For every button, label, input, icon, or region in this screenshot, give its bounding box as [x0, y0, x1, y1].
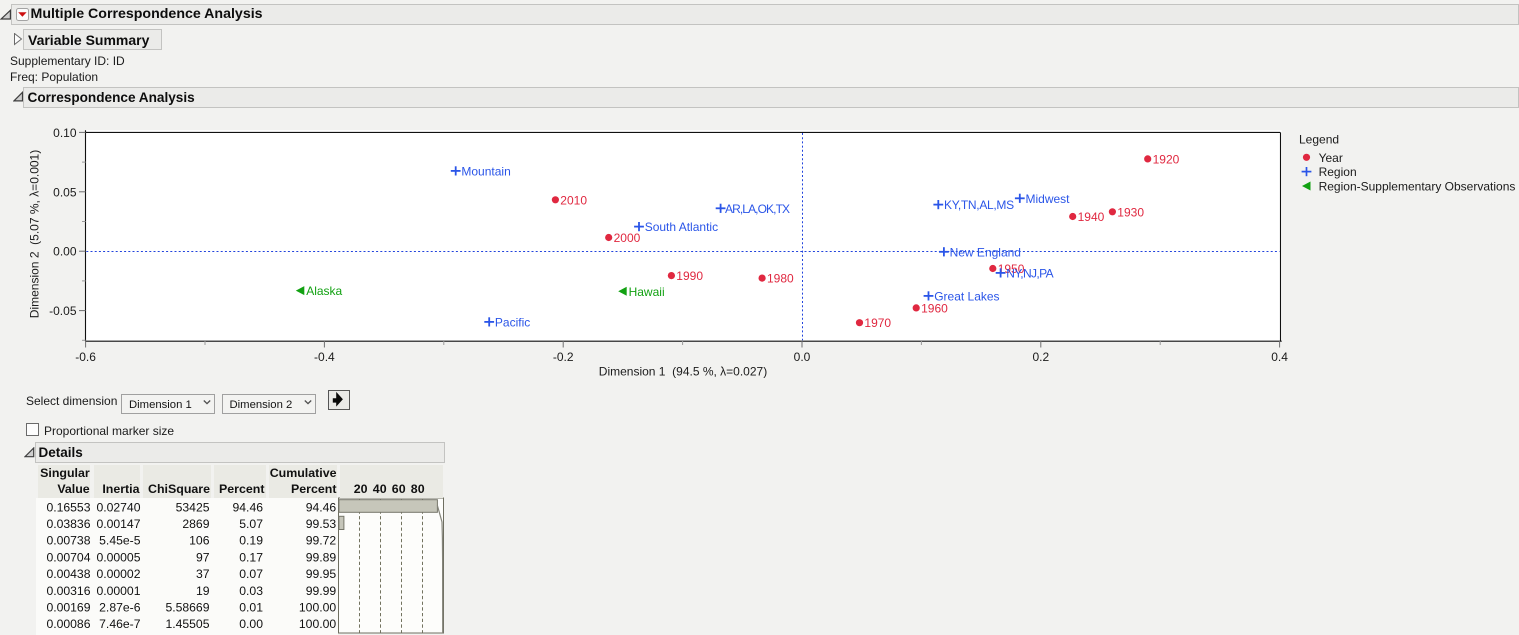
svg-text:NY,NJ,PA: NY,NJ,PA — [1006, 266, 1053, 280]
svg-text:1930: 1930 — [1117, 205, 1144, 219]
svg-text:2010: 2010 — [560, 193, 587, 207]
svg-text:Legend: Legend — [1299, 132, 1339, 146]
svg-text:99.89: 99.89 — [306, 550, 337, 564]
svg-text:South Atlantic: South Atlantic — [645, 220, 718, 234]
svg-text:20: 20 — [354, 482, 368, 496]
svg-text:37: 37 — [196, 567, 210, 581]
svg-text:0.10: 0.10 — [53, 126, 77, 140]
svg-text:0.05: 0.05 — [53, 185, 77, 199]
svg-text:0.01: 0.01 — [239, 601, 263, 615]
svg-text:Dimension 2 (5.07 %, λ=0.001): Dimension 2 (5.07 %, λ=0.001) — [28, 150, 42, 318]
svg-text:19: 19 — [196, 584, 210, 598]
svg-text:94.46: 94.46 — [306, 500, 337, 514]
svg-text:0.16553: 0.16553 — [46, 500, 90, 514]
svg-text:ChiSquare: ChiSquare — [148, 482, 210, 496]
svg-text:0.07: 0.07 — [239, 567, 263, 581]
svg-text:99.95: 99.95 — [306, 567, 337, 581]
svg-text:106: 106 — [189, 534, 210, 548]
svg-text:1940: 1940 — [1078, 210, 1105, 224]
svg-text:1920: 1920 — [1153, 152, 1180, 166]
svg-text:Pacific: Pacific — [495, 315, 530, 329]
svg-text:100.00: 100.00 — [299, 601, 336, 615]
svg-text:Midwest: Midwest — [1026, 192, 1071, 206]
svg-text:5.45e-5: 5.45e-5 — [99, 534, 141, 548]
svg-text:0.00086: 0.00086 — [46, 617, 90, 631]
svg-text:Region-Supplementary Observati: Region-Supplementary Observations — [1319, 180, 1516, 194]
svg-text:99.53: 99.53 — [306, 517, 337, 531]
svg-text:Percent: Percent — [219, 482, 264, 496]
svg-text:7.46e-7: 7.46e-7 — [99, 617, 141, 631]
svg-text:1960: 1960 — [921, 301, 948, 315]
svg-text:-0.6: -0.6 — [75, 350, 96, 364]
svg-text:Inertia: Inertia — [102, 482, 139, 496]
svg-text:0.00316: 0.00316 — [46, 584, 90, 598]
svg-text:Hawaii: Hawaii — [629, 285, 665, 299]
svg-text:0.00002: 0.00002 — [96, 567, 140, 581]
svg-text:80: 80 — [411, 482, 425, 496]
svg-text:KY,TN,AL,MS: KY,TN,AL,MS — [944, 198, 1014, 212]
svg-text:AR,LA,OK,TX: AR,LA,OK,TX — [725, 202, 790, 216]
svg-text:0.2: 0.2 — [1032, 350, 1049, 364]
svg-text:0.03836: 0.03836 — [46, 517, 90, 531]
svg-text:100.00: 100.00 — [299, 617, 336, 631]
svg-text:0.00169: 0.00169 — [46, 601, 90, 615]
svg-text:0.0: 0.0 — [794, 350, 811, 364]
svg-text:Dimension 1 (94.5 %, λ=0.027): Dimension 1 (94.5 %, λ=0.027) — [599, 365, 767, 379]
svg-text:2.87e-6: 2.87e-6 — [99, 601, 141, 615]
svg-text:1.45505: 1.45505 — [165, 617, 209, 631]
svg-text:1970: 1970 — [864, 316, 891, 330]
svg-text:40: 40 — [373, 482, 387, 496]
svg-text:5.58669: 5.58669 — [165, 601, 209, 615]
svg-text:0.19: 0.19 — [239, 534, 263, 548]
svg-text:1990: 1990 — [676, 269, 703, 283]
svg-text:0.00: 0.00 — [53, 245, 77, 259]
svg-text:99.99: 99.99 — [306, 584, 337, 598]
svg-text:99.72: 99.72 — [306, 534, 337, 548]
svg-text:Great Lakes: Great Lakes — [934, 289, 999, 303]
svg-text:0.00005: 0.00005 — [96, 550, 140, 564]
svg-text:Mountain: Mountain — [461, 164, 510, 178]
svg-text:1980: 1980 — [767, 272, 794, 286]
svg-text:-0.05: -0.05 — [49, 304, 77, 318]
svg-text:Value: Value — [57, 482, 89, 496]
svg-text:0.17: 0.17 — [239, 550, 263, 564]
svg-text:2869: 2869 — [182, 517, 209, 531]
svg-text:0.02740: 0.02740 — [96, 500, 140, 514]
svg-text:0.00: 0.00 — [239, 617, 263, 631]
svg-text:New England: New England — [950, 245, 1021, 259]
svg-text:0.00147: 0.00147 — [96, 517, 140, 531]
svg-text:Region: Region — [1319, 165, 1357, 179]
svg-text:0.00738: 0.00738 — [46, 534, 90, 548]
svg-text:-0.4: -0.4 — [314, 350, 335, 364]
svg-text:97: 97 — [196, 550, 210, 564]
svg-text:0.03: 0.03 — [239, 584, 263, 598]
svg-text:Cumulative: Cumulative — [270, 466, 337, 480]
svg-text:0.00704: 0.00704 — [46, 550, 90, 564]
svg-text:0.4: 0.4 — [1271, 350, 1288, 364]
svg-text:60: 60 — [392, 482, 406, 496]
svg-text:94.46: 94.46 — [233, 500, 264, 514]
svg-text:0.00001: 0.00001 — [96, 584, 140, 598]
svg-text:2000: 2000 — [614, 231, 641, 245]
svg-text:Alaska: Alaska — [306, 284, 342, 298]
svg-text:Year: Year — [1319, 151, 1343, 165]
svg-text:53425: 53425 — [176, 500, 210, 514]
svg-text:0.00438: 0.00438 — [46, 567, 90, 581]
svg-text:Percent: Percent — [291, 482, 336, 496]
svg-text:-0.2: -0.2 — [553, 350, 574, 364]
svg-text:5.07: 5.07 — [239, 517, 263, 531]
svg-text:Singular: Singular — [40, 466, 90, 480]
